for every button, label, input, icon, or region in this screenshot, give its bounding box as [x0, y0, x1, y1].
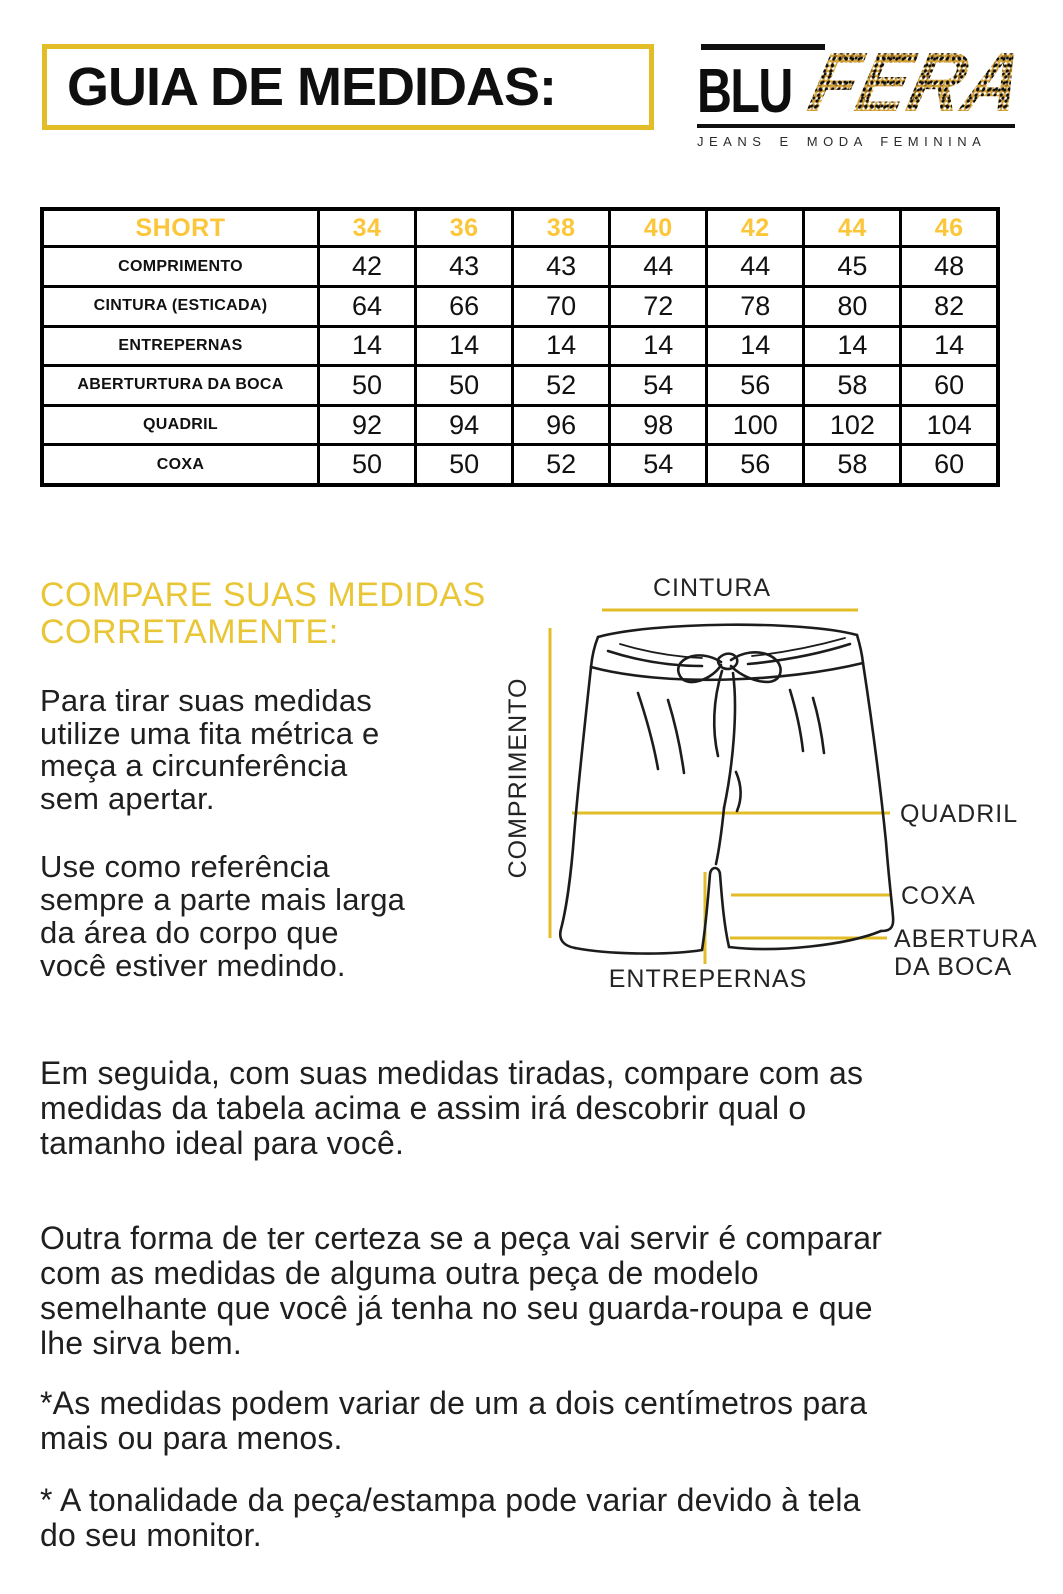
measurement-value: 82	[899, 284, 1000, 328]
notes-disclaimer-measurements: *As medidas podem variar de um a dois ce…	[40, 1385, 868, 1456]
measurement-value: 102	[802, 403, 903, 447]
measurement-value: 45	[802, 245, 903, 288]
measurement-value: 100	[705, 403, 806, 447]
table-row: ENTREPERNAS 14 14 14 14 14 14 14	[40, 324, 1000, 368]
size-column-header: 36	[414, 207, 515, 249]
compare-heading: COMPARE SUAS MEDIDAS CORRETAMENTE:	[40, 576, 486, 651]
measurement-value: 104	[899, 403, 1000, 447]
measurement-value: 70	[511, 284, 612, 328]
logo-wordmark: BLU FERA	[697, 50, 1031, 126]
measurement-value: 14	[414, 324, 515, 368]
measurement-value: 56	[705, 364, 806, 407]
measurement-value: 60	[899, 443, 1000, 487]
measurement-lines	[548, 608, 890, 964]
measurement-value: 64	[316, 284, 418, 328]
measurement-value: 44	[608, 245, 709, 288]
measurement-value: 43	[511, 245, 612, 288]
title-box: GUIA DE MEDIDAS:	[42, 44, 654, 130]
size-column-header: 46	[899, 207, 1000, 249]
measurement-row-label: ABERTURTURA DA BOCA	[40, 364, 320, 407]
measurement-value: 50	[316, 364, 418, 407]
abertura-label-line2: DA BOCA	[894, 953, 1012, 981]
logo-tagline: JEANS E MODA FEMININA	[697, 134, 987, 149]
measurement-row-label: QUADRIL	[40, 403, 320, 447]
measurement-value: 98	[608, 403, 709, 447]
size-column-header: 44	[802, 207, 903, 249]
shorts-measurement-diagram: CINTURA COMPRIMENTO QUADRIL COXA ABERTUR…	[504, 574, 1038, 993]
measurement-row-label: COMPRIMENTO	[40, 245, 320, 288]
logo-divider	[697, 124, 1015, 128]
table-row: QUADRIL 92 94 96 98 100 102 104	[40, 403, 1000, 447]
measurement-value: 50	[414, 443, 515, 487]
table-row: CINTURA (ESTICADA) 64 66 70 72 78 80 82	[40, 284, 1000, 328]
measurement-value: 14	[608, 324, 709, 368]
measurement-value: 54	[608, 443, 709, 487]
measurement-value: 52	[511, 443, 612, 487]
measurement-value: 14	[705, 324, 806, 368]
abertura-label-line1: ABERTURA	[894, 925, 1038, 953]
measurement-value: 94	[414, 403, 515, 447]
logo-blu-text: BLU	[697, 56, 793, 126]
measurement-value: 52	[511, 364, 612, 407]
measurement-value: 56	[705, 443, 806, 487]
page-title: GUIA DE MEDIDAS:	[67, 57, 557, 117]
measurement-value: 50	[316, 443, 418, 487]
measurement-value: 14	[899, 324, 1000, 368]
instructions-paragraph-2: Use como referência sempre a parte mais …	[40, 849, 406, 983]
quadril-label: QUADRIL	[900, 800, 1018, 828]
notes-paragraph-wardrobe: Outra forma de ter certeza se a peça vai…	[40, 1220, 883, 1361]
measurement-value: 92	[316, 403, 418, 447]
shorts-sketch	[558, 623, 895, 955]
coxa-label: COXA	[901, 882, 976, 910]
measurement-value: 78	[705, 284, 806, 328]
logo-top-bar	[701, 44, 825, 50]
entrepernas-label: ENTREPERNAS	[609, 965, 808, 993]
measurement-value: 72	[608, 284, 709, 328]
instructions-paragraph-1: Para tirar suas medidas utilize uma fita…	[40, 683, 380, 816]
measurement-value: 60	[899, 364, 1000, 407]
size-column-header: 38	[511, 207, 612, 249]
size-table-header-row: SHORT 34 36 38 40 42 44 46	[40, 207, 1000, 249]
measurement-value: 58	[802, 364, 903, 407]
measurement-value: 96	[511, 403, 612, 447]
measurement-value: 43	[414, 245, 515, 288]
measurement-value: 44	[705, 245, 806, 288]
table-row: ABERTURTURA DA BOCA 50 50 52 54 56 58 60	[40, 364, 1000, 407]
cintura-label: CINTURA	[653, 574, 771, 602]
measurement-value: 80	[802, 284, 903, 328]
measurement-value: 66	[414, 284, 515, 328]
table-row: COXA 50 50 52 54 56 58 60	[40, 443, 1000, 487]
measurement-row-label: COXA	[40, 443, 320, 487]
measurement-row-label: ENTREPERNAS	[40, 324, 320, 368]
logo-fera-leopard-text: FERA	[801, 35, 1034, 130]
size-column-header: 40	[608, 207, 709, 249]
notes-disclaimer-color: * A tonalidade da peça/estampa pode vari…	[40, 1482, 861, 1553]
measurement-value: 14	[511, 324, 612, 368]
measurement-value: 58	[802, 443, 903, 487]
measurement-value: 14	[316, 324, 418, 368]
table-row: COMPRIMENTO 42 43 43 44 44 45 48	[40, 245, 1000, 288]
measurement-row-label: CINTURA (ESTICADA)	[40, 284, 320, 328]
size-column-header: 42	[705, 207, 806, 249]
measurement-value: 50	[414, 364, 515, 407]
measurement-value: 42	[316, 245, 418, 288]
size-table: SHORT 34 36 38 40 42 44 46 COMPRIMENTO 42 43 43 44 44…	[40, 207, 1000, 487]
measurement-value: 54	[608, 364, 709, 407]
measurement-value: 48	[899, 245, 1000, 288]
brand-logo: BLU FERA JEANS E MODA FEMININA	[697, 44, 1031, 149]
size-column-header: 34	[316, 207, 418, 249]
table-title-cell: SHORT	[40, 207, 320, 249]
measurement-value: 14	[802, 324, 903, 368]
comprimento-label: COMPRIMENTO	[504, 678, 532, 879]
notes-paragraph-compare: Em seguida, com suas medidas tiradas, co…	[40, 1055, 864, 1161]
